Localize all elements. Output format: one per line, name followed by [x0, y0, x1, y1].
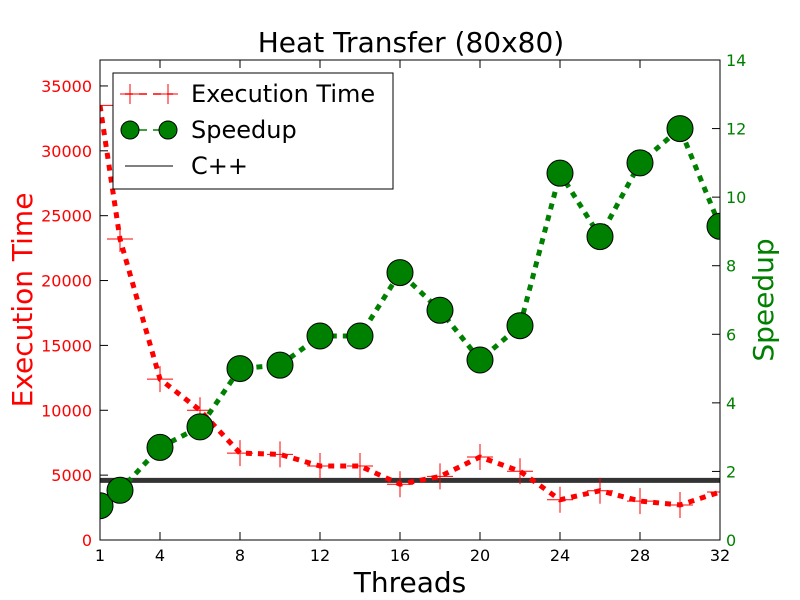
speedup-marker: [100, 492, 114, 520]
speedup-marker: [626, 149, 654, 177]
y-left-tick-label: 15000: [41, 336, 92, 355]
speedup-marker: [226, 355, 254, 383]
execution-time-marker: [387, 471, 413, 498]
speedup-marker: [426, 296, 454, 324]
execution-time-marker: [587, 477, 613, 504]
speedup-marker: [386, 259, 414, 287]
speedup-marker: [586, 223, 614, 251]
y-axis-right: 0 2 4 6 8 10 12 14: [712, 51, 746, 550]
y-left-tick-label: 10000: [41, 401, 92, 420]
speedup-marker: [706, 212, 720, 240]
y-left-tick-label: 20000: [41, 272, 92, 291]
x-tick-label: 24: [550, 546, 570, 565]
y-left-tick-label: 0: [82, 531, 92, 550]
speedup-marker: [666, 115, 694, 143]
y-left-tick-label: 30000: [41, 142, 92, 161]
y-right-tick-label: 8: [726, 257, 736, 276]
y-axis-right-label: Speedup: [747, 238, 780, 361]
series-layer: [100, 92, 720, 520]
x-tick-label: 16: [390, 546, 410, 565]
legend-entry: Execution Time: [120, 80, 375, 108]
speedup-marker: [186, 413, 214, 441]
execution-time-marker: [707, 479, 720, 505]
execution-time-marker: [147, 366, 173, 393]
x-tick-label: 12: [310, 546, 330, 565]
x-tick-label: 28: [630, 546, 650, 565]
y-right-tick-label: 2: [726, 462, 736, 481]
x-tick-label: 1: [95, 546, 105, 565]
y-right-tick-label: 10: [726, 188, 746, 207]
execution-time-marker: [107, 226, 133, 253]
y-axis-left: 0 5000 10000 15000 20000 25000 30000 35000: [41, 77, 108, 550]
y-right-tick-label: 4: [726, 394, 736, 413]
execution-time-marker: [307, 453, 333, 480]
speedup-line: [100, 124, 720, 508]
x-tick-label: 8: [235, 546, 245, 565]
speedup-marker: [346, 322, 374, 350]
execution-time-marker: [100, 92, 113, 119]
legend-entry: Speedup: [120, 116, 297, 144]
y-right-tick-label: 12: [726, 120, 746, 139]
execution-time-marker: [627, 488, 653, 515]
plot-frame: [99, 59, 721, 541]
legend-label: Execution Time: [191, 80, 375, 108]
execution-time-marker: [667, 491, 693, 518]
legend-label: C++: [191, 152, 248, 180]
legend-entry: C++: [125, 152, 248, 180]
execution-time-marker: [547, 486, 573, 513]
legend: Execution Time Speedup C++: [112, 72, 394, 190]
speedup-marker: [146, 433, 174, 461]
y-left-tick-label: 35000: [41, 77, 92, 96]
execution-time-marker: [507, 458, 533, 485]
x-tick-label: 32: [710, 546, 730, 565]
speedup-marker: [266, 351, 294, 379]
speedup-marker: [306, 322, 334, 350]
execution-time-marker: [427, 463, 453, 490]
x-tick-label: 4: [155, 546, 165, 565]
chart-title: Heat Transfer (80x80): [258, 26, 564, 59]
y-right-tick-label: 14: [726, 51, 746, 70]
y-left-tick-label: 5000: [51, 466, 92, 485]
x-axis: 1 4 8 12 16 20 24 28 32: [95, 60, 730, 565]
speedup-marker: [546, 159, 574, 187]
speedup-marker: [106, 476, 134, 504]
y-left-tick-label: 25000: [41, 207, 92, 226]
legend-label: Speedup: [191, 116, 297, 144]
execution-time-marker: [227, 440, 253, 467]
y-right-tick-label: 6: [726, 325, 736, 344]
execution-time-marker: [267, 441, 293, 468]
speedup-marker: [506, 312, 534, 340]
y-axis-left-label: Execution Time: [6, 193, 39, 408]
x-axis-label: Threads: [353, 566, 467, 599]
x-tick-label: 20: [470, 546, 490, 565]
execution-time-marker: [467, 443, 493, 470]
execution-time-marker: [347, 453, 373, 480]
y-right-tick-label: 0: [726, 531, 736, 550]
speedup-marker: [466, 346, 494, 374]
